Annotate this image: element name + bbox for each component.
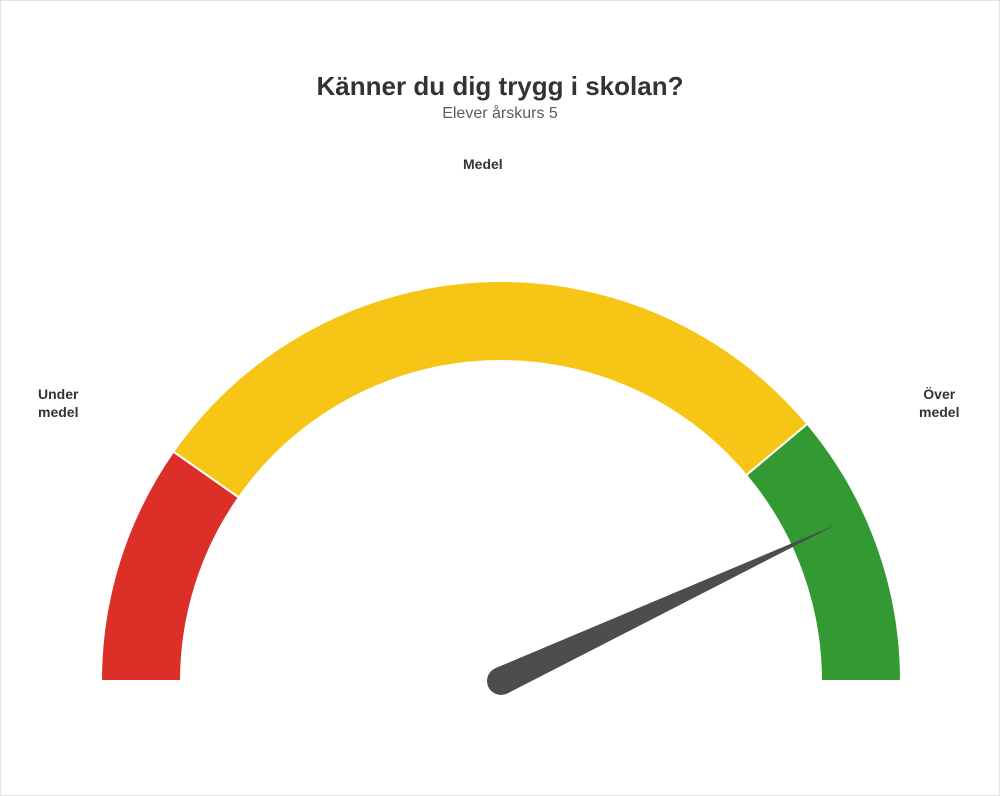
gauge-segment — [173, 281, 807, 497]
chart-frame: Känner du dig trygg i skolan? Elever års… — [0, 0, 1000, 796]
gauge-segment — [101, 452, 239, 681]
segment-label-over-medel: Övermedel — [919, 386, 959, 421]
segment-label-under-medel: Undermedel — [38, 386, 78, 421]
chart-title: Känner du dig trygg i skolan? — [1, 71, 999, 102]
chart-subtitle: Elever årskurs 5 — [1, 105, 999, 123]
gauge-segment — [746, 424, 901, 681]
gauge-container — [1, 151, 999, 795]
segment-label-medel: Medel — [463, 156, 503, 174]
gauge-needle — [495, 525, 836, 694]
gauge-needle-hub — [487, 667, 515, 695]
gauge-chart — [1, 151, 1000, 791]
